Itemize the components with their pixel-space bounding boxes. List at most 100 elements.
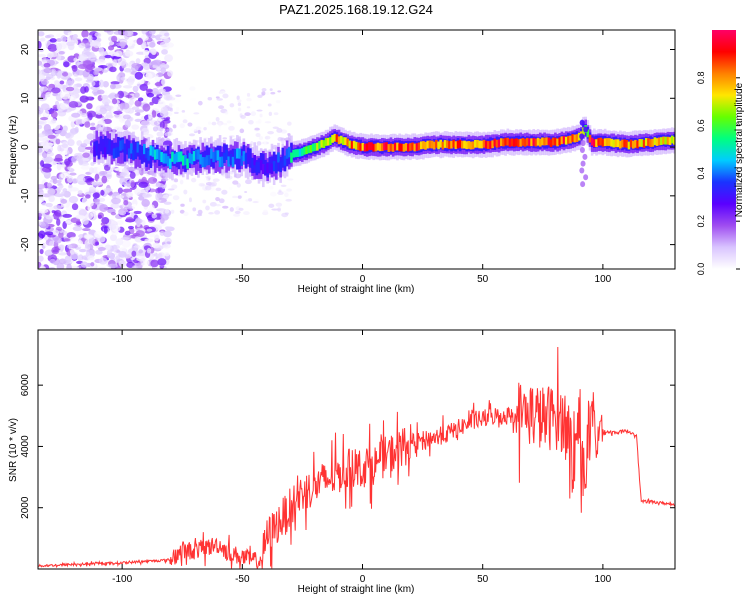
noise-blob	[179, 179, 184, 185]
noise-blob	[197, 100, 203, 106]
ridge-segment	[465, 141, 468, 150]
snr-x-axis: -100 -50 0 50 100	[112, 330, 612, 585]
ridge-segment	[372, 143, 375, 152]
noise-blob	[68, 196, 79, 204]
noise-blob	[146, 247, 152, 254]
noise-blob	[62, 221, 67, 230]
noise-blob	[82, 152, 90, 158]
spectrogram-y-tick-label: 0	[20, 144, 31, 150]
ridge-segment	[99, 138, 103, 149]
noise-blob	[218, 198, 225, 204]
ridge-segment	[489, 140, 492, 149]
ridge-segment	[342, 137, 345, 145]
ridge-segment	[625, 139, 629, 148]
noise-blob	[126, 191, 133, 198]
ridge-segment	[320, 139, 324, 148]
ridge-segment	[404, 143, 408, 151]
noise-blob	[100, 222, 106, 226]
ridge-segment	[623, 139, 626, 148]
noise-blob	[152, 126, 159, 132]
snr-x-tick-label: 50	[477, 574, 489, 585]
ridge-segment	[337, 136, 341, 145]
noise-blob	[222, 137, 227, 140]
noise-blob	[272, 126, 279, 129]
noise-blob	[166, 42, 175, 48]
noise-blob	[61, 143, 69, 149]
snr-plot-area	[38, 330, 675, 569]
noise-blob	[203, 177, 209, 183]
ridge-segment	[251, 158, 254, 169]
noise-blob	[277, 90, 282, 93]
noise-blob	[54, 129, 65, 135]
ridge-segment	[359, 143, 362, 152]
noise-blob	[273, 112, 279, 116]
noise-blob	[127, 39, 133, 47]
ridge-segment	[415, 143, 419, 151]
ridge-segment	[612, 139, 616, 148]
noise-blob	[134, 118, 142, 122]
noise-blob	[78, 209, 87, 217]
noise-blob	[275, 202, 283, 207]
noise-blob	[91, 182, 101, 187]
ridge-spike	[579, 167, 585, 174]
ridge-segment	[597, 137, 600, 146]
noise-blob	[63, 190, 71, 198]
noise-blob	[82, 60, 93, 69]
ridge-segment	[621, 139, 624, 148]
noise-blob	[131, 106, 140, 110]
noise-blob	[69, 236, 79, 242]
spectrogram-x-tick-label: -100	[112, 274, 132, 285]
noise-blob	[38, 90, 42, 98]
noise-blob	[87, 205, 92, 211]
noise-blob	[165, 116, 171, 121]
noise-blob	[217, 126, 222, 131]
noise-blob	[189, 86, 196, 91]
ridge-segment	[450, 140, 453, 149]
ridge-halo	[140, 148, 144, 164]
noise-blob	[68, 101, 79, 108]
ridge-halo	[236, 154, 239, 170]
noise-blob	[103, 187, 113, 193]
noise-blob	[71, 112, 81, 118]
noise-blob	[104, 244, 112, 251]
ridge-segment	[357, 142, 360, 151]
noise-blob	[100, 95, 109, 100]
noise-blob	[88, 186, 96, 192]
noise-blob	[92, 192, 100, 199]
noise-blob	[40, 92, 46, 100]
noise-blob	[125, 181, 132, 187]
noise-blob	[106, 123, 112, 128]
ridge-segment	[493, 138, 497, 147]
noise-blob	[158, 88, 166, 93]
noise-blob	[192, 207, 197, 212]
noise-blob	[104, 54, 112, 59]
ridge-segment	[329, 137, 332, 145]
noise-blob	[123, 68, 132, 73]
noise-blob	[56, 71, 62, 79]
noise-blob	[240, 114, 246, 119]
ridge-segment	[482, 139, 486, 148]
noise-blob	[38, 124, 43, 130]
noise-blob	[117, 58, 127, 66]
ridge-segment	[638, 138, 642, 147]
ridge-halo	[117, 136, 120, 153]
ridge-halo	[104, 135, 107, 152]
noise-blob	[147, 177, 158, 184]
noise-blob	[255, 120, 261, 124]
noise-blob	[109, 83, 116, 90]
ridge-segment	[229, 154, 233, 165]
ridge-segment	[634, 139, 637, 148]
noise-blob	[52, 229, 60, 236]
snr-y-tick-label: 6000	[20, 374, 31, 397]
noise-blob	[221, 189, 228, 195]
ridge-segment	[181, 155, 185, 166]
spectrogram-y-tick-label: 10	[20, 92, 31, 104]
noise-blob	[167, 70, 174, 77]
noise-blob	[215, 196, 220, 202]
noise-blob	[138, 189, 149, 194]
ridge-segment	[593, 139, 596, 148]
noise-blob	[98, 257, 108, 265]
ridge-segment	[218, 156, 222, 167]
ridge-segment	[484, 140, 488, 149]
noise-blob	[75, 70, 85, 76]
